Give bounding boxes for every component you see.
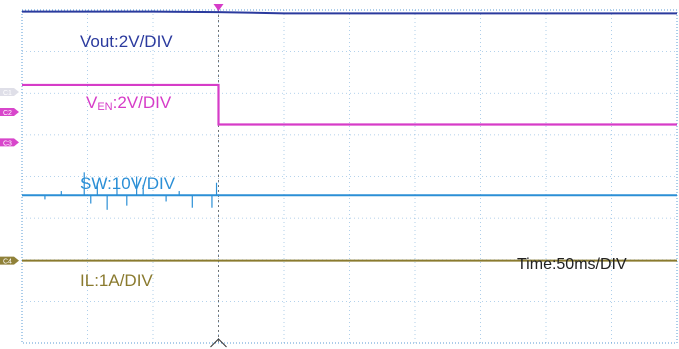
channel-marker-label: C2: [3, 110, 12, 117]
trigger-marker-top: [213, 4, 224, 11]
series-label-vout: Vout:2V/DIV: [80, 32, 173, 51]
series-label-ven: VEN:2V/DIV: [86, 93, 172, 113]
series-label-il: IL:1A/DIV: [80, 271, 153, 290]
trace-ven: [22, 83, 677, 126]
channel-marker-label: C1: [3, 90, 12, 97]
channel-marker-label: C4: [3, 259, 12, 266]
channel-marker: [0, 88, 19, 97]
channel-marker: [0, 138, 19, 147]
channel-marker: [0, 256, 19, 265]
channel-marker-label: C3: [3, 140, 12, 147]
channel-marker: [0, 107, 19, 116]
time-scale-label: Time:50ms/DIV: [517, 256, 627, 273]
trigger-marker-bottom: [210, 338, 227, 348]
trace-vout: [22, 10, 677, 15]
series-label-sw: SW:10V/DIV: [80, 174, 176, 193]
